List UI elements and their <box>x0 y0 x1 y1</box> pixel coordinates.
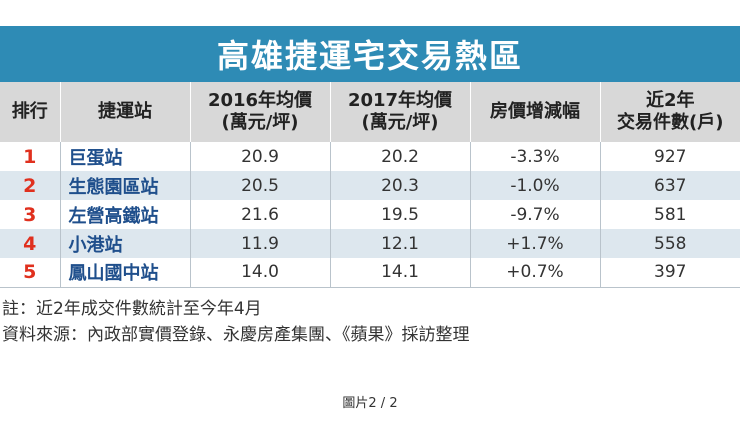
station-cell: 左營高鐵站 <box>60 200 191 229</box>
price-2016-cell: 21.6 <box>190 200 331 229</box>
station-cell: 巨蛋站 <box>60 142 191 171</box>
transactions-cell: 637 <box>600 171 740 200</box>
price-2016-cell: 14.0 <box>190 258 331 288</box>
infographic: 高雄捷運宅交易熱區 排行 捷運站 2016年均價 (萬元/坪) 2017年均價 (萬… <box>0 26 740 348</box>
hotspot-table: 排行 捷運站 2016年均價 (萬元/坪) 2017年均價 (萬元/坪) 房價增減幅… <box>0 82 740 288</box>
change-cell: -9.7% <box>470 200 601 229</box>
transactions-cell: 927 <box>600 142 740 171</box>
notes: 註：近2年成交件數統計至今年4月 資料來源：內政部實價登錄、永慶房產集團、《蘋果… <box>0 296 740 348</box>
station-cell: 生態園區站 <box>60 171 191 200</box>
table-header-row: 排行 捷運站 2016年均價 (萬元/坪) 2017年均價 (萬元/坪) 房價增減幅… <box>0 82 740 142</box>
table-row: 1 巨蛋站 20.9 20.2 -3.3% 927 <box>0 142 740 171</box>
price-2016-cell: 20.5 <box>190 171 331 200</box>
transactions-cell: 581 <box>600 200 740 229</box>
change-cell: -3.3% <box>470 142 601 171</box>
rank-cell: 2 <box>0 171 61 200</box>
price-2017-cell: 14.1 <box>330 258 471 288</box>
table-row: 5 鳳山國中站 14.0 14.1 +0.7% 397 <box>0 258 740 288</box>
image-counter: 圖片2 / 2 <box>342 396 398 411</box>
price-2017-cell: 19.5 <box>330 200 471 229</box>
header-price-2016: 2016年均價 (萬元/坪) <box>190 82 331 142</box>
transactions-cell: 558 <box>600 229 740 258</box>
table-row: 2 生態園區站 20.5 20.3 -1.0% 637 <box>0 171 740 200</box>
header-rank: 排行 <box>0 82 61 142</box>
rank-cell: 1 <box>0 142 61 171</box>
infographic-title: 高雄捷運宅交易熱區 <box>0 26 740 82</box>
header-transactions: 近2年 交易件數(戶) <box>600 82 740 142</box>
table-row: 3 左營高鐵站 21.6 19.5 -9.7% 581 <box>0 200 740 229</box>
header-change: 房價增減幅 <box>470 82 601 142</box>
price-2016-cell: 11.9 <box>190 229 331 258</box>
change-cell: +0.7% <box>470 258 601 288</box>
source-line: 資料來源：內政部實價登錄、永慶房產集團、《蘋果》採訪整理 <box>2 324 470 345</box>
footnote: 註：近2年成交件數統計至今年4月 <box>2 298 262 319</box>
header-station: 捷運站 <box>60 82 191 142</box>
table-body: 1 巨蛋站 20.9 20.2 -3.3% 927 2 生態園區站 20.5 20.3 -1.0% 6… <box>0 142 740 288</box>
change-cell: +1.7% <box>470 229 601 258</box>
station-cell: 鳳山國中站 <box>60 258 191 288</box>
price-2017-cell: 20.2 <box>330 142 471 171</box>
price-2017-cell: 12.1 <box>330 229 471 258</box>
price-2017-cell: 20.3 <box>330 171 471 200</box>
change-cell: -1.0% <box>470 171 601 200</box>
rank-cell: 5 <box>0 258 61 288</box>
table-row: 4 小港站 11.9 12.1 +1.7% 558 <box>0 229 740 258</box>
station-cell: 小港站 <box>60 229 191 258</box>
rank-cell: 4 <box>0 229 61 258</box>
price-2016-cell: 20.9 <box>190 142 331 171</box>
header-price-2017: 2017年均價 (萬元/坪) <box>330 82 471 142</box>
transactions-cell: 397 <box>600 258 740 288</box>
rank-cell: 3 <box>0 200 61 229</box>
